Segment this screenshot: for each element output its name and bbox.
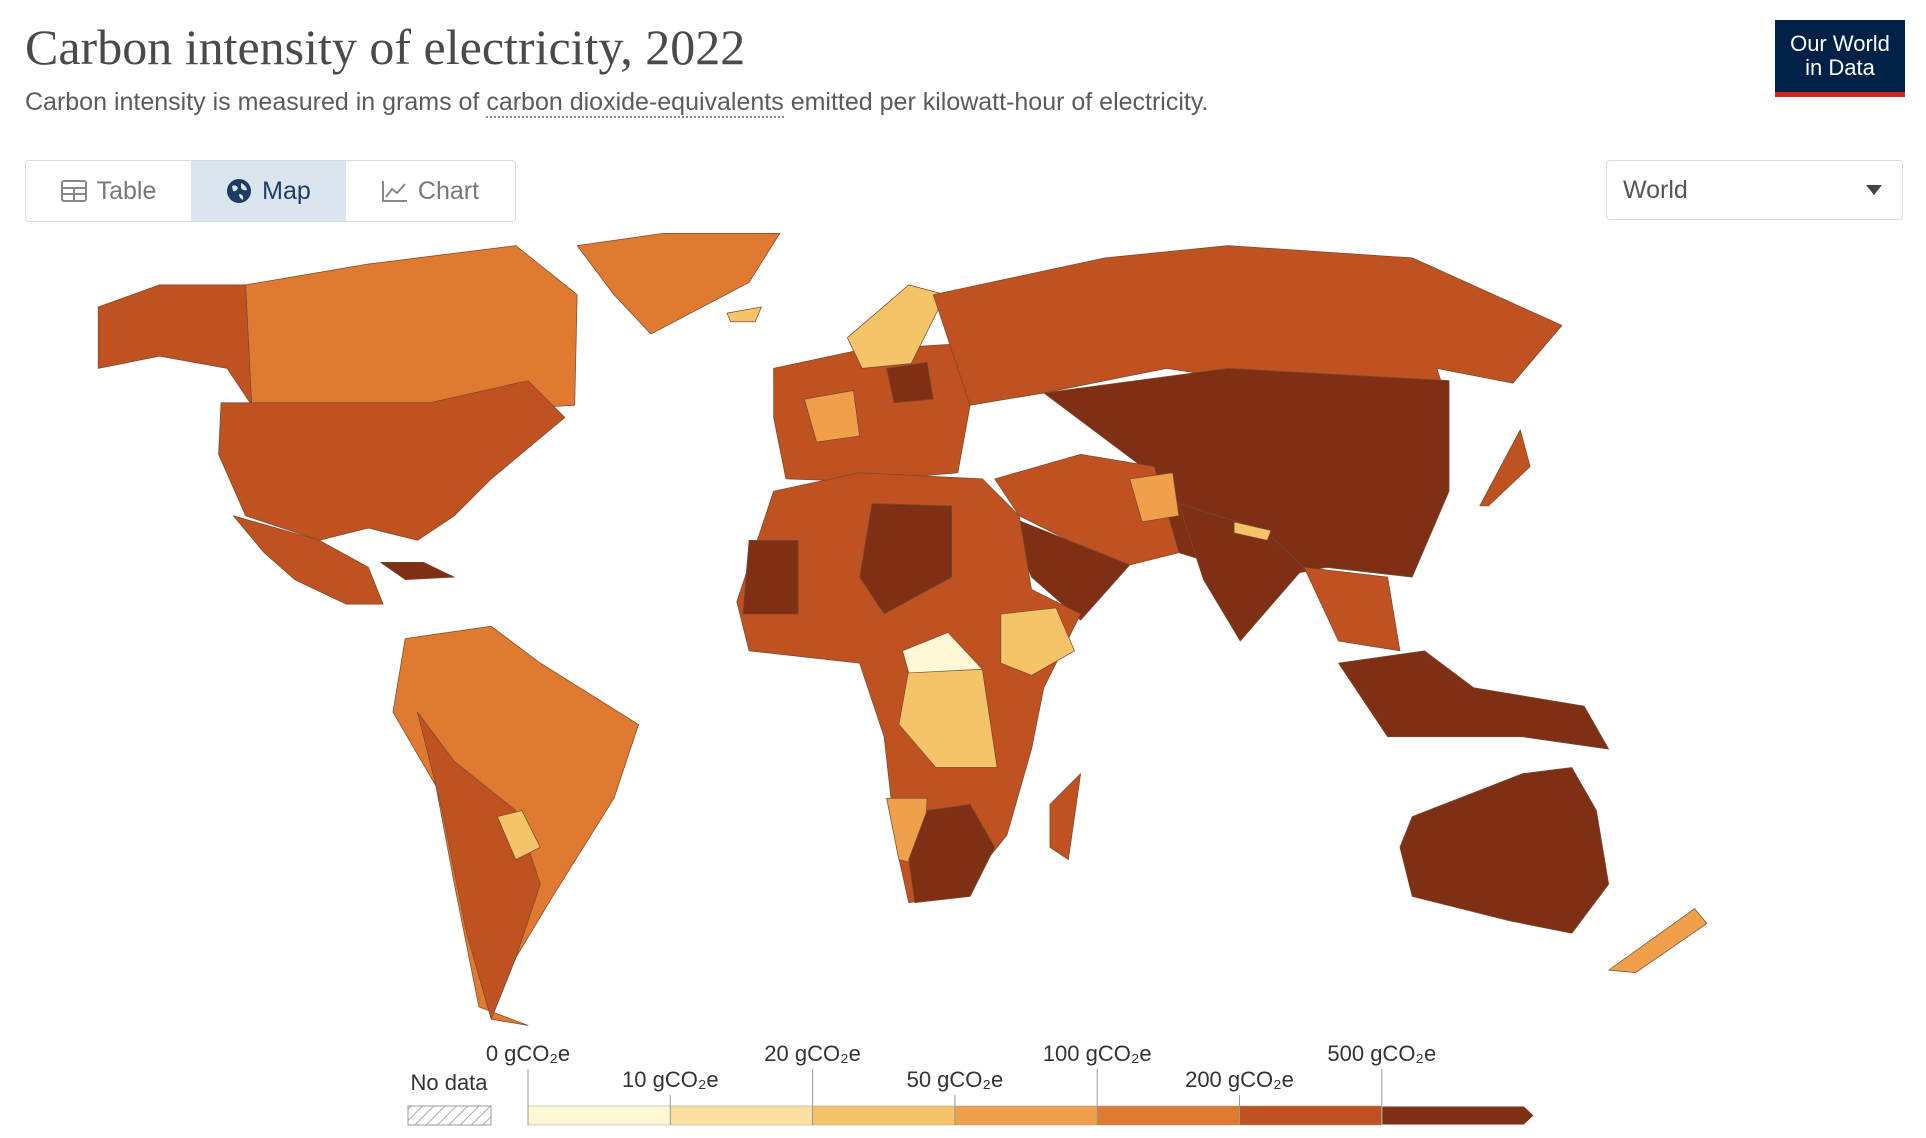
- country[interactable]: [1233, 521, 1272, 541]
- subtitle: Carbon intensity is measured in grams of…: [25, 88, 1209, 118]
- subtitle-link[interactable]: carbon dioxide-equivalents: [486, 88, 784, 118]
- country[interactable]: [1303, 566, 1401, 652]
- tab-label: Chart: [417, 176, 480, 205]
- country[interactable]: [859, 503, 953, 615]
- legend-label: 10 gCO₂e: [622, 1067, 719, 1092]
- country[interactable]: [742, 539, 799, 615]
- country[interactable]: [803, 390, 860, 443]
- logo-line: in Data: [1805, 55, 1875, 80]
- tab-label: Map: [262, 176, 311, 205]
- world-map: [97, 232, 1708, 1026]
- legend-swatch: [1096, 1105, 1240, 1126]
- legend-swatch: [1381, 1105, 1535, 1126]
- country[interactable]: [1608, 908, 1708, 973]
- chart-icon: [381, 181, 407, 202]
- legend-swatch: [812, 1105, 956, 1126]
- country[interactable]: [1399, 767, 1610, 934]
- country[interactable]: [417, 711, 541, 1020]
- dropdown-arrow: [1866, 185, 1882, 195]
- country[interactable]: [908, 803, 996, 903]
- country[interactable]: [576, 232, 781, 335]
- legend-swatch: [1239, 1105, 1383, 1126]
- tab-bar: Table Map Chart: [25, 160, 516, 222]
- tab-label: Table: [96, 176, 157, 205]
- country[interactable]: [902, 632, 983, 674]
- country[interactable]: [1338, 650, 1610, 750]
- country[interactable]: [1049, 773, 1082, 860]
- tab[interactable]: Map: [191, 161, 346, 221]
- country[interactable]: [496, 810, 541, 860]
- legend-swatch: [954, 1105, 1098, 1126]
- tab[interactable]: Chart: [346, 161, 515, 221]
- country[interactable]: [1129, 472, 1180, 523]
- table-icon: [60, 180, 87, 202]
- country[interactable]: [1000, 607, 1075, 676]
- legend-swatch: [527, 1105, 671, 1126]
- no-data-swatch: [407, 1105, 492, 1126]
- country[interactable]: [218, 380, 566, 541]
- tab[interactable]: Table: [26, 161, 191, 221]
- country[interactable]: [886, 361, 934, 404]
- region-dropdown[interactable]: World: [1606, 160, 1903, 220]
- legend-swatch: [670, 1105, 813, 1126]
- country[interactable]: [846, 284, 946, 369]
- logo-line: Our World: [1790, 31, 1890, 56]
- title: Carbon intensity of electricity, 2022: [25, 19, 746, 75]
- legend-label: 200 gCO₂e: [1185, 1067, 1294, 1092]
- country[interactable]: [97, 284, 253, 406]
- country[interactable]: [380, 562, 455, 580]
- country[interactable]: [232, 515, 384, 605]
- legend-label: 500 gCO₂e: [1327, 1041, 1436, 1066]
- country[interactable]: [726, 306, 762, 323]
- legend-label: 20 gCO₂e: [764, 1041, 861, 1066]
- subtitle-text: emitted per kilowatt-hour of electricity…: [790, 88, 1209, 116]
- dropdown-value: World: [1623, 175, 1688, 204]
- country[interactable]: [1479, 429, 1531, 507]
- legend-label: 0 gCO₂e: [486, 1041, 570, 1066]
- legend: No data 0 gCO₂e 10 gCO₂e 20 gCO₂e 50 gCO₂e 1…: [407, 1041, 1535, 1126]
- no-data-label: No data: [410, 1070, 488, 1095]
- subtitle-text: Carbon intensity is measured in grams of: [25, 88, 480, 116]
- logo[interactable]: Our World in Data: [1775, 20, 1905, 97]
- globe-icon: [227, 179, 252, 203]
- legend-label: 50 gCO₂e: [907, 1067, 1004, 1092]
- legend-label: 100 gCO₂e: [1043, 1041, 1152, 1066]
